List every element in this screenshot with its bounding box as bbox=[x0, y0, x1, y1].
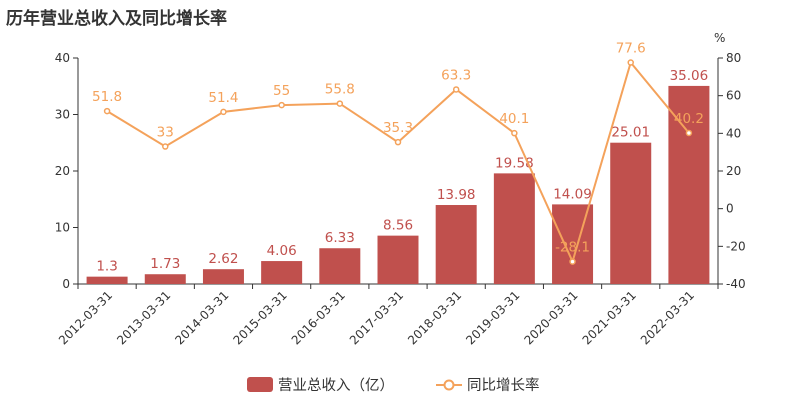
bar bbox=[319, 248, 361, 284]
growth-data-label: -28.1 bbox=[555, 240, 590, 256]
y-right-tick-label: 80 bbox=[726, 51, 741, 65]
bar bbox=[610, 142, 652, 284]
legend-bar-swatch bbox=[247, 377, 273, 392]
bar-data-label: 35.06 bbox=[670, 68, 709, 84]
x-tick-label: 2015-03-31 bbox=[231, 288, 290, 347]
x-tick-label: 2013-03-31 bbox=[114, 288, 173, 347]
bar bbox=[86, 276, 128, 284]
bar-data-label: 1.3 bbox=[96, 259, 117, 275]
y-left-tick-label: 20 bbox=[55, 164, 70, 178]
growth-data-label: 77.6 bbox=[616, 41, 646, 57]
y-right-tick-label: -20 bbox=[726, 239, 746, 253]
y-right-tick-label: -40 bbox=[726, 277, 746, 291]
growth-point bbox=[394, 138, 402, 146]
x-tick-label: 2019-03-31 bbox=[463, 288, 522, 347]
growth-data-label: 51.4 bbox=[208, 90, 238, 106]
bar bbox=[202, 269, 244, 284]
line-labels: 51.8 33 51.4 55 55.8 35.3 63.3 40.1 -28.1 77.6 40.… bbox=[92, 41, 704, 256]
legend-line-marker bbox=[443, 379, 455, 391]
bar-series bbox=[86, 85, 710, 284]
y-left-tick-label: 40 bbox=[55, 51, 70, 65]
growth-data-label: 40.1 bbox=[499, 111, 529, 127]
x-tick-label: 2012-03-31 bbox=[56, 288, 115, 347]
bar-data-label: 14.09 bbox=[553, 186, 592, 202]
bar-data-label: 19.58 bbox=[495, 155, 534, 171]
bar-data-label: 4.06 bbox=[267, 243, 297, 259]
legend-line-label: 同比增长率 bbox=[467, 377, 540, 394]
x-tick-label: 2022-03-31 bbox=[638, 288, 697, 347]
right-axis-unit: % bbox=[714, 31, 725, 45]
bar-data-label: 8.56 bbox=[383, 218, 413, 234]
bar bbox=[668, 85, 710, 284]
bar bbox=[493, 173, 535, 284]
bar bbox=[261, 261, 303, 284]
y-left-tick-label: 30 bbox=[55, 108, 70, 122]
x-tick-label: 2018-03-31 bbox=[405, 288, 464, 347]
bar bbox=[435, 205, 477, 284]
growth-point bbox=[511, 129, 518, 137]
bar-labels: 1.3 1.73 2.62 4.06 6.33 8.56 13.98 19.58 14.09 25… bbox=[96, 68, 708, 275]
x-tick-label: 2020-03-31 bbox=[521, 288, 580, 347]
y-right-tick-label: 0 bbox=[726, 202, 734, 216]
growth-data-label: 35.3 bbox=[383, 120, 413, 136]
growth-point bbox=[627, 59, 634, 66]
y-right-tick-label: 20 bbox=[726, 164, 741, 178]
bar-data-label: 25.01 bbox=[611, 125, 650, 141]
growth-data-label: 55 bbox=[273, 83, 290, 99]
line-series bbox=[103, 59, 693, 265]
x-tick-label: 2014-03-31 bbox=[172, 288, 231, 347]
bar-data-label: 13.98 bbox=[437, 187, 476, 203]
growth-data-label: 40.2 bbox=[674, 111, 704, 127]
bar-data-label: 2.62 bbox=[208, 251, 238, 267]
growth-data-label: 63.3 bbox=[441, 67, 471, 83]
y-left-tick-label: 0 bbox=[62, 277, 70, 291]
growth-point bbox=[162, 143, 169, 150]
growth-data-label: 51.8 bbox=[92, 89, 122, 105]
growth-point bbox=[336, 100, 344, 107]
growth-data-label: 55.8 bbox=[325, 82, 355, 98]
growth-point bbox=[452, 86, 460, 93]
growth-data-label: 33 bbox=[157, 125, 174, 141]
bar bbox=[377, 235, 419, 284]
legend-bar-label: 营业总收入（亿） bbox=[278, 377, 394, 394]
bar-data-label: 6.33 bbox=[325, 230, 355, 246]
growth-point bbox=[569, 258, 576, 265]
y-right-tick-label: 40 bbox=[726, 126, 741, 140]
bar bbox=[144, 274, 186, 284]
bar-data-label: 1.73 bbox=[150, 256, 180, 272]
y-right-tick-label: 60 bbox=[726, 89, 741, 103]
x-tick-label: 2021-03-31 bbox=[580, 288, 639, 347]
y-left-tick-label: 10 bbox=[55, 221, 70, 235]
growth-point bbox=[278, 101, 285, 109]
x-tick-label: 2017-03-31 bbox=[347, 288, 406, 347]
legend[interactable]: 营业总收入（亿） 同比增长率 bbox=[247, 377, 540, 394]
growth-point bbox=[103, 107, 111, 115]
chart-title: 历年营业总收入及同比增长率 bbox=[6, 9, 227, 29]
x-tick-label: 2016-03-31 bbox=[289, 288, 348, 347]
growth-point bbox=[220, 108, 227, 116]
growth-point bbox=[685, 129, 693, 137]
